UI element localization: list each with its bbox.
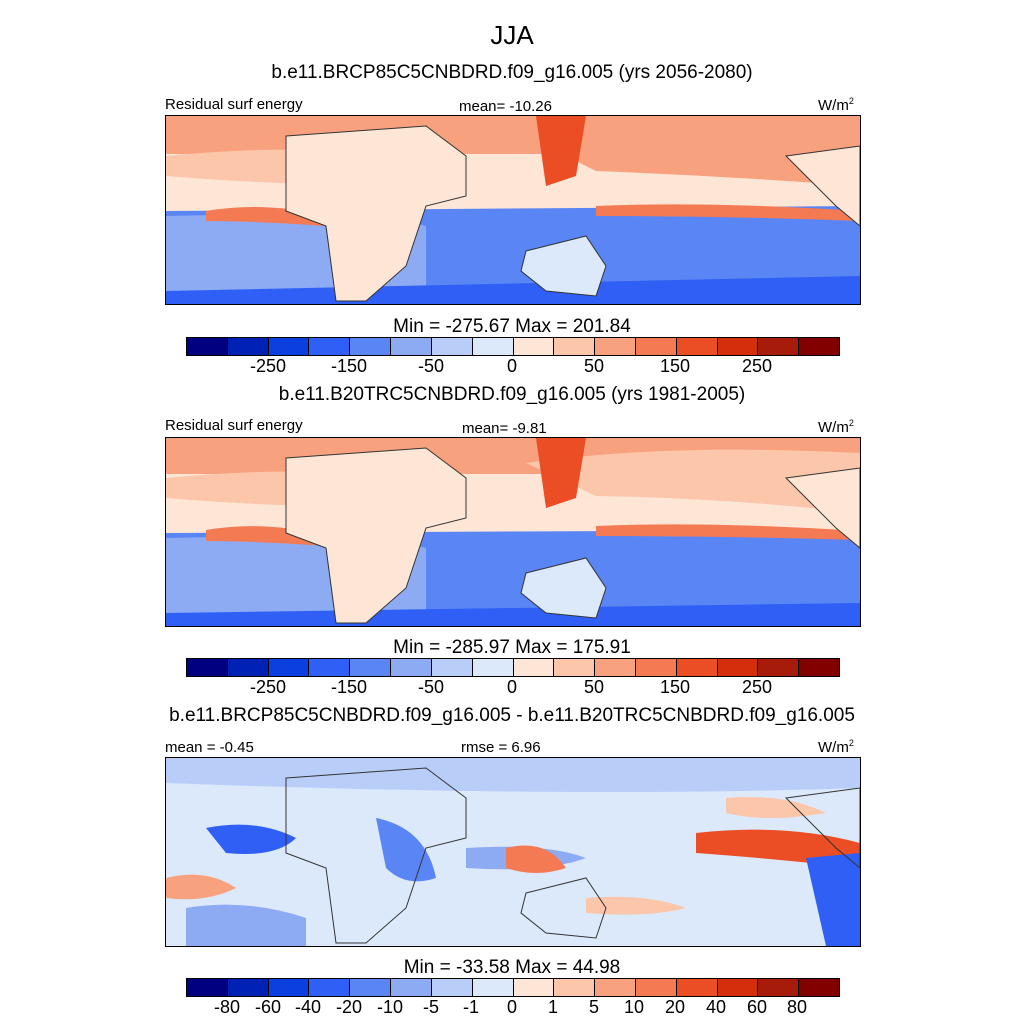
colorbar-tick: -40	[294, 997, 322, 1017]
colorbar-swatch	[554, 659, 596, 676]
panel2-minmax: Min = -285.97 Max = 175.91	[393, 637, 631, 658]
colorbar-swatch	[472, 659, 514, 676]
colorbar-swatch	[350, 979, 392, 996]
panel1-title: b.e11.BRCP85C5CNBDRD.f09_g16.005 (yrs 20…	[271, 62, 753, 83]
colorbar-swatch	[635, 979, 677, 996]
colorbar-swatch	[513, 979, 555, 996]
panel1-colorbar	[186, 337, 840, 356]
colorbar-tick: -80	[213, 997, 241, 1017]
colorbar-swatch	[350, 338, 392, 355]
colorbar-swatch	[513, 659, 555, 676]
panel3-map	[165, 757, 861, 947]
colorbar-swatch	[472, 338, 514, 355]
colorbar-swatch	[635, 659, 677, 676]
colorbar-swatch	[554, 338, 596, 355]
panel1-mean-label: mean= -10.26	[459, 98, 552, 115]
colorbar-swatch	[431, 338, 473, 355]
colorbar-tick: -150	[330, 356, 368, 376]
panel2-title: b.e11.B20TRC5CNBDRD.f09_g16.005 (yrs 198…	[278, 384, 746, 405]
season-title: JJA	[490, 20, 534, 50]
panel2-colorbar	[186, 658, 840, 677]
colorbar-tick: 5	[588, 997, 600, 1017]
colorbar-tick: 10	[623, 997, 645, 1017]
panel3-rmse-label: rmse = 6.96	[461, 739, 541, 756]
colorbar-swatch	[391, 979, 432, 996]
panel3-title: b.e11.BRCP85C5CNBDRD.f09_g16.005 - b.e11…	[169, 705, 855, 726]
colorbar-tick: 50	[583, 356, 605, 376]
colorbar-swatch	[268, 659, 310, 676]
colorbar-swatch	[513, 338, 555, 355]
colorbar-swatch	[268, 979, 310, 996]
colorbar-tick: 60	[746, 997, 768, 1017]
colorbar-swatch	[187, 659, 228, 676]
panel2-variable-label: Residual surf energy	[165, 417, 303, 434]
colorbar-swatch	[799, 659, 839, 676]
panel1-variable-label: Residual surf energy	[165, 96, 303, 113]
colorbar-tick: 250	[741, 677, 773, 697]
colorbar-swatch	[350, 659, 392, 676]
colorbar-swatch	[595, 979, 636, 996]
colorbar-tick: 150	[659, 677, 691, 697]
colorbar-swatch	[431, 979, 473, 996]
colorbar-tick: -1	[462, 997, 480, 1017]
colorbar-swatch	[717, 659, 759, 676]
colorbar-tick: 0	[506, 997, 518, 1017]
panel2-units: W/m2	[818, 418, 854, 436]
colorbar-tick: 20	[664, 997, 686, 1017]
colorbar-swatch	[472, 979, 514, 996]
colorbar-tick: 250	[741, 356, 773, 376]
panel2-mean-label: mean= -9.81	[462, 420, 547, 437]
colorbar-tick: 50	[583, 677, 605, 697]
colorbar-tick: -150	[330, 677, 368, 697]
panel3-minmax: Min = -33.58 Max = 44.98	[403, 957, 621, 978]
panel1-map	[165, 115, 861, 305]
panel3-mean-label: mean = -0.45	[165, 739, 254, 756]
colorbar-tick: 1	[547, 997, 559, 1017]
colorbar-swatch	[309, 659, 351, 676]
colorbar-swatch	[391, 659, 432, 676]
colorbar-swatch	[635, 338, 677, 355]
colorbar-swatch	[758, 979, 800, 996]
colorbar-tick: -10	[376, 997, 404, 1017]
colorbar-swatch	[187, 979, 228, 996]
colorbar-swatch	[676, 979, 718, 996]
colorbar-tick: -20	[335, 997, 363, 1017]
colorbar-swatch	[309, 979, 351, 996]
colorbar-swatch	[227, 338, 269, 355]
colorbar-swatch	[717, 338, 759, 355]
colorbar-swatch	[676, 338, 718, 355]
panel2-map	[165, 437, 861, 627]
colorbar-swatch	[309, 338, 351, 355]
panel3-units: W/m2	[818, 738, 854, 756]
colorbar-swatch	[187, 338, 228, 355]
colorbar-swatch	[227, 979, 269, 996]
colorbar-swatch	[595, 338, 636, 355]
colorbar-tick: -60	[254, 997, 282, 1017]
colorbar-tick: -50	[417, 356, 445, 376]
colorbar-swatch	[717, 979, 759, 996]
colorbar-tick: 0	[506, 356, 518, 376]
panel1-minmax: Min = -275.67 Max = 201.84	[393, 316, 631, 337]
panel1-units: W/m2	[818, 96, 854, 114]
colorbar-swatch	[227, 659, 269, 676]
colorbar-swatch	[268, 338, 310, 355]
colorbar-tick: -250	[249, 356, 287, 376]
colorbar-tick: -250	[249, 677, 287, 697]
colorbar-tick: 80	[786, 997, 808, 1017]
colorbar-tick: 40	[705, 997, 727, 1017]
colorbar-tick: -5	[422, 997, 440, 1017]
colorbar-tick: -50	[417, 677, 445, 697]
colorbar-swatch	[799, 979, 839, 996]
colorbar-swatch	[431, 659, 473, 676]
colorbar-swatch	[595, 659, 636, 676]
colorbar-swatch	[391, 338, 432, 355]
colorbar-swatch	[676, 659, 718, 676]
colorbar-tick: 0	[506, 677, 518, 697]
colorbar-swatch	[799, 338, 839, 355]
panel3-colorbar	[186, 978, 840, 997]
colorbar-swatch	[758, 659, 800, 676]
colorbar-tick: 150	[659, 356, 691, 376]
colorbar-swatch	[758, 338, 800, 355]
colorbar-swatch	[554, 979, 596, 996]
